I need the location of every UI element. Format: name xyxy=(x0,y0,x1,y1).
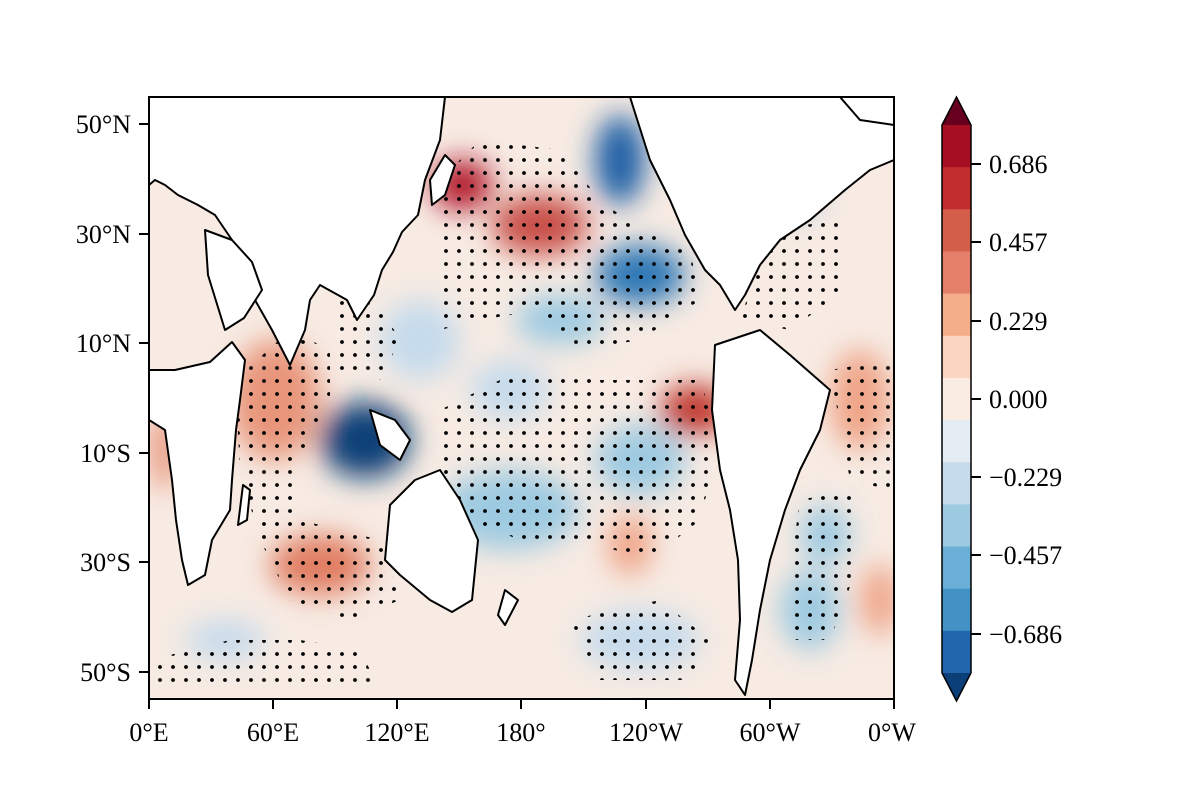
colorbar-segment xyxy=(942,420,971,463)
x-tick-label: 0°E xyxy=(129,718,168,747)
continents xyxy=(149,97,894,696)
madagascar-land xyxy=(237,484,251,526)
colorbar-segment xyxy=(942,293,971,337)
colorbar-segment xyxy=(942,546,971,590)
colorbar-segment xyxy=(942,335,971,379)
new-zealand-land xyxy=(497,589,519,626)
south-america-land xyxy=(711,329,831,696)
colorbar-extend-min xyxy=(942,673,971,701)
y-tick-label: 30°N xyxy=(76,220,131,249)
x-tick-label: 120°E xyxy=(364,718,429,747)
latitude-axis: 50°N 30°N 10°N 10°S 30°S 50°S xyxy=(76,110,149,687)
stipple-region xyxy=(330,290,400,380)
stipple-region xyxy=(440,140,700,350)
eurasia-land xyxy=(149,97,446,366)
colorbar-tick-label: 0.000 xyxy=(989,385,1048,414)
colorbar-tick-label: −0.457 xyxy=(989,541,1062,570)
stipple-region xyxy=(235,330,400,620)
longitude-axis: 0°E 60°E 120°E 180° 120°W 60°W 0°W xyxy=(129,699,916,747)
colorbar-tick-label: −0.686 xyxy=(989,620,1062,649)
colorbar-tick-label: 0.686 xyxy=(989,150,1048,179)
anomaly-blob xyxy=(595,115,645,205)
x-tick-label: 120°W xyxy=(609,718,683,747)
colorbar-tick-label: −0.229 xyxy=(989,463,1062,492)
colorbar-segment xyxy=(942,251,971,295)
indonesia-land xyxy=(369,409,411,461)
colorbar-extend-max xyxy=(942,97,971,125)
colorbar-tick-label: 0.229 xyxy=(989,307,1048,336)
x-tick-label: 0°W xyxy=(868,718,916,747)
arabia-land xyxy=(204,229,263,331)
stipple-region xyxy=(440,370,720,560)
significance-stippling xyxy=(150,140,890,690)
africa-land xyxy=(149,341,246,586)
north-america-land xyxy=(629,97,894,311)
colorbar-segment xyxy=(942,209,971,252)
colorbar: 0.686 0.457 0.229 0.000 −0.229 −0.457 −0… xyxy=(941,95,1062,703)
x-tick-label: 180° xyxy=(496,718,545,747)
colorbar-outline xyxy=(941,95,972,703)
x-tick-label: 60°E xyxy=(247,718,299,747)
y-tick-label: 10°N xyxy=(76,329,131,358)
australia-land xyxy=(384,469,479,613)
stipple-region xyxy=(830,360,890,490)
anomaly-blob xyxy=(860,565,894,635)
colorbar-segment xyxy=(942,630,971,674)
colorbar-tick-label: 0.457 xyxy=(989,228,1048,257)
colorbar-segment xyxy=(942,462,971,505)
colorbar-segment xyxy=(942,125,971,168)
y-tick-label: 10°S xyxy=(80,439,131,468)
y-tick-label: 50°S xyxy=(80,658,131,687)
colorbar-segments xyxy=(941,95,972,703)
x-tick-label: 60°W xyxy=(740,718,801,747)
stipple-region xyxy=(150,640,380,690)
stipple-region xyxy=(790,490,860,640)
greenland-land xyxy=(839,97,894,126)
map-panel: 0°E 60°E 120°E 180° 120°W 60°W 0°W 50°N … xyxy=(76,96,916,747)
y-tick-label: 50°N xyxy=(76,110,131,139)
colorbar-ticks: 0.686 0.457 0.229 0.000 −0.229 −0.457 −0… xyxy=(971,150,1062,649)
colorbar-segment xyxy=(942,167,971,210)
y-tick-label: 30°S xyxy=(80,548,131,577)
colorbar-segment xyxy=(942,588,971,632)
japan-land xyxy=(429,154,456,206)
colorbar-segment xyxy=(942,377,971,421)
colorbar-segment xyxy=(942,504,971,548)
stipple-region xyxy=(570,600,710,680)
